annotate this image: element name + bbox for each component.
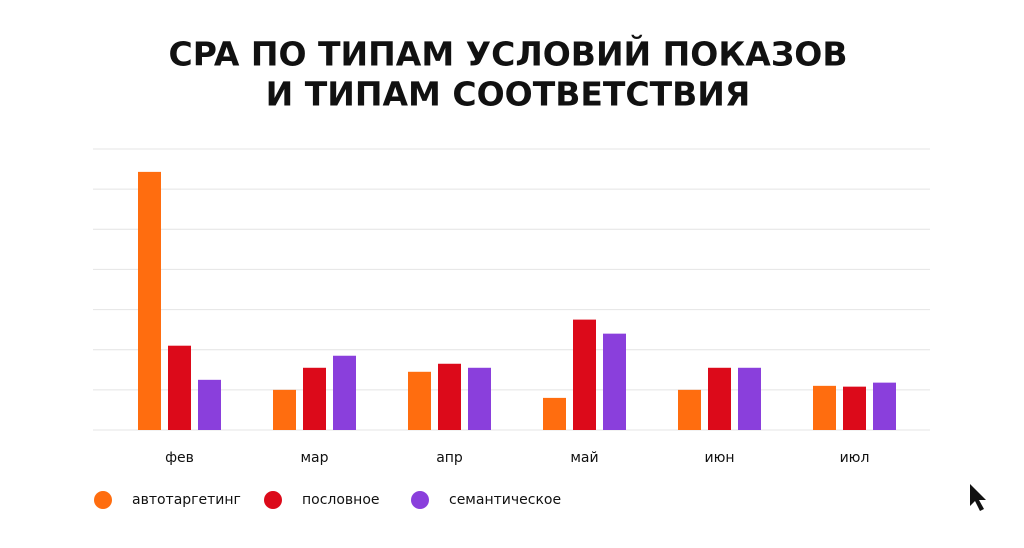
x-tick-label: фев bbox=[165, 450, 194, 466]
x-tick-label: мар bbox=[300, 450, 328, 466]
bar bbox=[273, 389, 296, 430]
bar bbox=[603, 333, 626, 430]
legend-marker bbox=[411, 491, 429, 509]
x-tick-label: июн bbox=[704, 450, 734, 466]
bar bbox=[198, 379, 221, 430]
bar bbox=[543, 397, 566, 430]
bar bbox=[873, 382, 896, 430]
x-tick-label: май bbox=[570, 450, 598, 466]
x-tick-label: апр bbox=[436, 450, 463, 466]
bar bbox=[438, 363, 461, 430]
legend-label: семантическое bbox=[449, 492, 561, 508]
legend-label: пословное bbox=[302, 492, 380, 508]
chart-title: И ТИПАМ СООТВЕТСТВИЯ bbox=[266, 75, 751, 114]
bar bbox=[168, 345, 191, 430]
bar bbox=[843, 386, 866, 430]
chart-title: CPA ПО ТИПАМ УСЛОВИЙ ПОКАЗОВ bbox=[168, 34, 847, 74]
x-tick-label: июл bbox=[840, 450, 870, 466]
bar bbox=[468, 367, 491, 430]
bar bbox=[708, 367, 731, 430]
bar bbox=[303, 367, 326, 430]
bar bbox=[678, 389, 701, 430]
legend-label: автотаргетинг bbox=[132, 492, 241, 508]
cursor-icon bbox=[970, 484, 986, 511]
legend-marker bbox=[94, 491, 112, 509]
bar bbox=[813, 385, 836, 430]
bar bbox=[738, 367, 761, 430]
legend-marker bbox=[264, 491, 282, 509]
bar bbox=[333, 355, 356, 430]
bar bbox=[138, 171, 161, 431]
bar bbox=[408, 371, 431, 430]
bar bbox=[573, 319, 596, 430]
